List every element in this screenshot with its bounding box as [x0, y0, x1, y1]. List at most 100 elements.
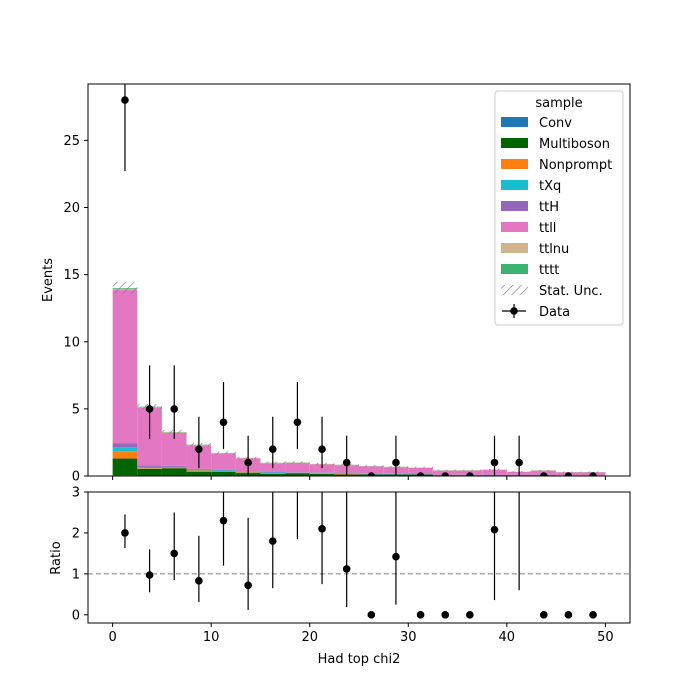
- main-y-axis-ticks: 0 5 10 15 20 25: [63, 134, 88, 485]
- ratio-point-0: [121, 529, 129, 537]
- data-point-8: [318, 445, 326, 453]
- ratio-y-tick-label: 0: [72, 608, 80, 623]
- bar-nonprompt-bin-4: [211, 471, 236, 472]
- data-points: [121, 84, 597, 476]
- bar-multiboson-bin-4: [211, 471, 236, 476]
- ratio-point-14: [466, 611, 474, 619]
- main-panel-frame: [87, 83, 631, 477]
- main-y-tick-label: 10: [63, 335, 80, 350]
- legend-label-txq: tXq: [539, 179, 561, 194]
- legend-swatch-tttt: [501, 264, 528, 274]
- x-tick-label: 0: [108, 630, 116, 645]
- data-point-15: [490, 458, 499, 467]
- data-point-10: [367, 472, 376, 476]
- ratio-y-tick-label: 1: [72, 567, 80, 582]
- data-point-13: [441, 472, 450, 476]
- bar-nonprompt-bin-1: [137, 468, 162, 469]
- x-tick-label: 20: [301, 630, 318, 645]
- stat-unc-band-bin-13: [432, 469, 458, 471]
- x-tick-label: 10: [203, 630, 220, 645]
- stat-unc-band-bin-7: [285, 461, 310, 464]
- bar-nonprompt-bin-8: [309, 473, 335, 474]
- data-point-6: [268, 445, 277, 453]
- legend-swatch-nonprompt: [501, 159, 528, 169]
- x-tick-label: 50: [597, 630, 614, 645]
- data-point-19: [589, 472, 597, 476]
- bar-nonprompt-bin-6: [260, 473, 286, 474]
- stat-unc-band-bin-12: [408, 466, 433, 469]
- bar-multiboson-bin-1: [137, 468, 162, 476]
- bar-txq-bin-6: [260, 472, 286, 474]
- ratio-point-13: [441, 611, 450, 619]
- ratio-points: [121, 492, 597, 619]
- bar-txq-bin-3: [186, 469, 212, 471]
- bar-tth-bin-2: [161, 465, 187, 467]
- bar-tth-bin-1: [137, 465, 162, 467]
- data-point-4: [219, 418, 228, 427]
- legend-swatch-conv: [501, 117, 528, 127]
- main-x-axis-ticks: [112, 476, 606, 480]
- bar-tth-bin-4: [211, 469, 236, 471]
- bar-tth-bin-3: [186, 468, 212, 470]
- ratio-point-10: [367, 611, 376, 619]
- x-tick-label: 30: [400, 630, 417, 645]
- stat-unc-band-bin-0: [112, 282, 138, 295]
- bar-txq-bin-1: [137, 466, 162, 469]
- data-point-17: [539, 472, 548, 476]
- ratio-point-1: [145, 571, 154, 579]
- bar-txq-bin-0: [112, 447, 138, 452]
- legend-label-ttlnu: ttlnu: [539, 242, 569, 257]
- ratio-point-19: [589, 611, 597, 619]
- legend-swatch-ttlnu: [501, 243, 528, 253]
- ratio-point-4: [219, 516, 228, 525]
- main-y-tick-label: 0: [72, 470, 80, 485]
- ratio-y-tick-label: 2: [72, 526, 80, 541]
- data-point-9: [342, 458, 351, 467]
- bar-nonprompt-bin-3: [186, 470, 212, 472]
- legend-label-conv: Conv: [539, 116, 572, 131]
- bar-ttll-bin-8: [309, 464, 335, 473]
- legend-label-tttt: tttt: [539, 263, 559, 278]
- legend-label-multiboson: Multiboson: [539, 137, 610, 152]
- stat-unc-band-bin-18: [556, 471, 581, 473]
- main-y-tick-label: 20: [63, 201, 80, 216]
- legend-label-data: Data: [539, 305, 570, 320]
- bar-nonprompt-bin-0: [112, 451, 138, 459]
- stat-unc-band-bin-10: [359, 465, 384, 468]
- ratio-panel-background: [88, 492, 630, 623]
- legend-swatch-ttll: [501, 222, 528, 232]
- legend-title: sample: [535, 96, 582, 111]
- data-point-14: [466, 472, 474, 476]
- bar-ttll-bin-10: [359, 466, 384, 474]
- main-y-tick-label: 25: [63, 134, 80, 149]
- bar-ttll-bin-4: [211, 453, 236, 470]
- legend-data-marker: [510, 307, 518, 315]
- x-tick-label: 40: [499, 630, 516, 645]
- data-point-3: [195, 445, 203, 453]
- legend-label-nonprompt: Nonprompt: [539, 158, 612, 173]
- bar-tth-bin-0: [112, 443, 138, 448]
- ratio-point-11: [392, 552, 400, 561]
- ratio-point-8: [318, 525, 326, 533]
- ratio-panel-frame: [87, 491, 631, 624]
- data-point-5: [244, 458, 252, 467]
- ratio-point-2: [170, 549, 179, 558]
- legend-swatch-tth: [501, 201, 528, 211]
- ratio-x-axis-ticks: 0 10 20 30 40 50: [108, 623, 614, 645]
- bar-ttll-bin-0: [112, 290, 138, 444]
- ratio-point-12: [416, 611, 425, 619]
- main-y-axis-label: Events: [41, 258, 56, 302]
- legend-label-stat-unc: Stat. Unc.: [539, 284, 603, 299]
- ratio-y-tick-label: 3: [72, 486, 80, 501]
- legend-items: Conv Multiboson Nonprompt tXq ttH ttll ttlnu tt…: [501, 116, 612, 320]
- main-y-tick-label: 5: [72, 402, 80, 417]
- stat-unc-band-bin-4: [211, 451, 236, 455]
- legend-label-ttll: ttll: [539, 221, 556, 236]
- data-point-0: [121, 96, 129, 104]
- bar-multiboson-bin-7: [285, 473, 310, 476]
- data-point-16: [515, 458, 523, 467]
- ratio-point-17: [539, 611, 548, 619]
- bar-multiboson-bin-0: [112, 458, 138, 476]
- bar-nonprompt-bin-2: [161, 467, 187, 469]
- x-axis-label: Had top chi2: [318, 652, 401, 667]
